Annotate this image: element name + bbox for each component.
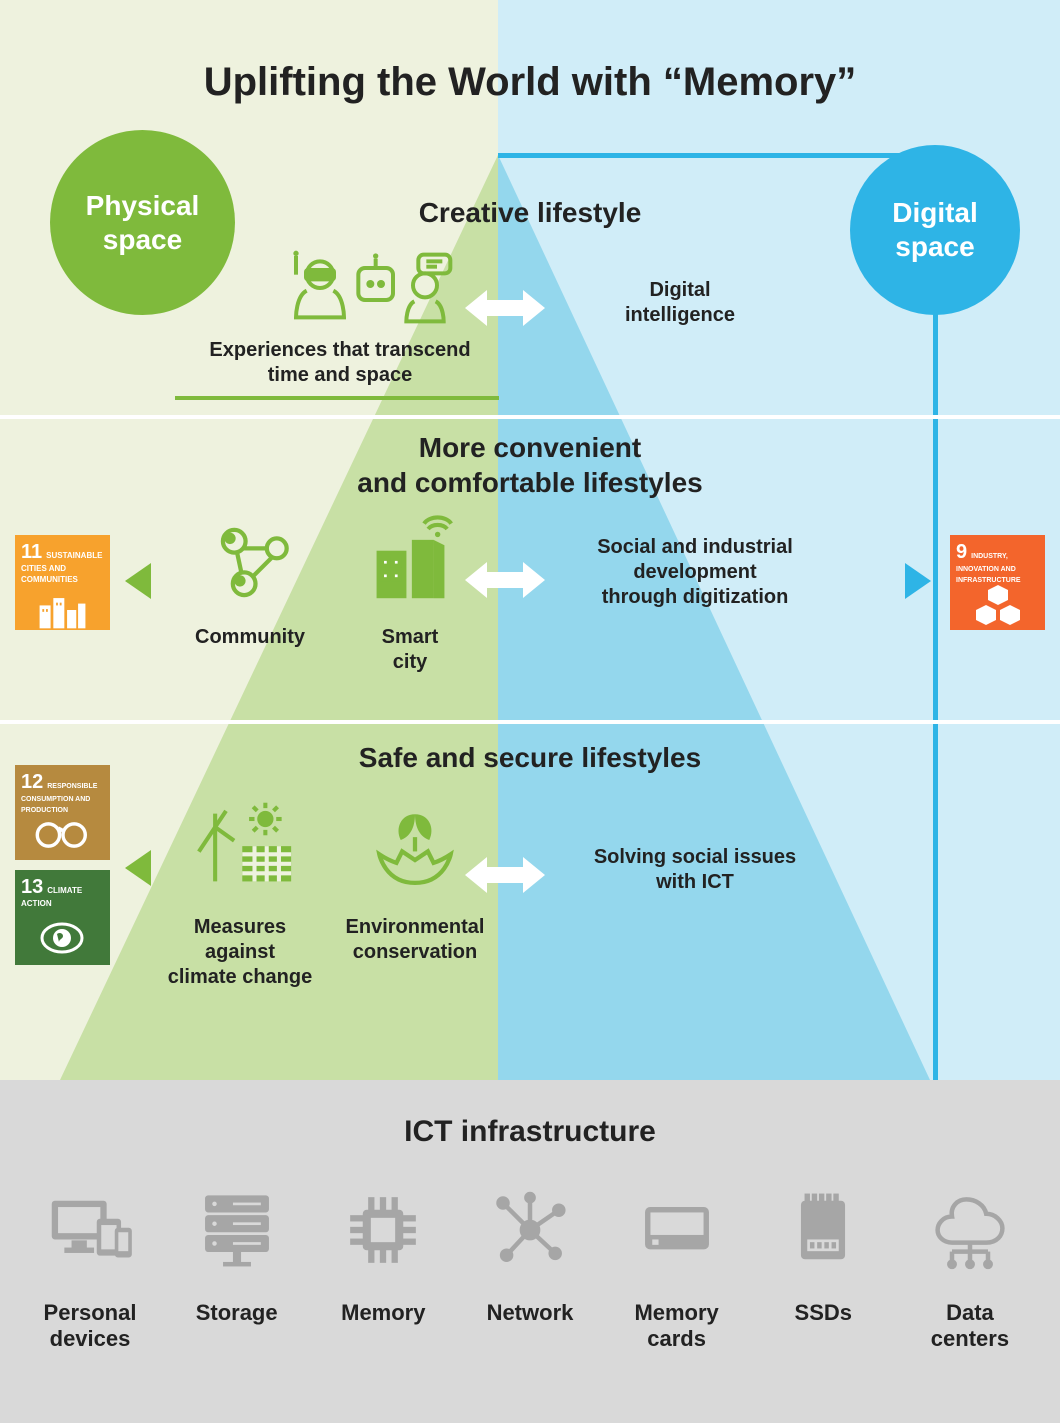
ict-label: Storage — [167, 1300, 307, 1326]
tier3-heading: Safe and secure lifestyles — [0, 740, 1060, 775]
climate-icon — [170, 800, 320, 900]
blue-connector-top — [498, 153, 938, 158]
tier2-smartcity-label: Smartcity — [350, 625, 470, 675]
memcard-icon — [627, 1180, 727, 1280]
memory-icon — [333, 1180, 433, 1280]
infographic-canvas: Uplifting the World with “Memory” Physic… — [0, 0, 1060, 1423]
main-title: Uplifting the World with “Memory” — [0, 60, 1060, 105]
robot-chat-icon — [330, 248, 480, 333]
ict-item-memcard: Memorycards — [607, 1180, 747, 1353]
ict-title: ICT infrastructure — [0, 1115, 1060, 1149]
devices-icon — [40, 1180, 140, 1280]
arrow-right-blue-icon — [905, 563, 931, 599]
blue-connector-right — [933, 310, 938, 1080]
divider-1 — [0, 415, 1060, 419]
sdg-12-badge: 12RESPONSIBLE CONSUMPTION AND PRODUCTION — [15, 765, 110, 860]
double-arrow-icon — [465, 288, 545, 328]
network-icon — [480, 1180, 580, 1280]
community-icon — [195, 520, 315, 610]
ict-label: Personaldevices — [20, 1300, 160, 1353]
tier1-left-caption: Experiences that transcendtime and space — [190, 338, 490, 388]
datacenter-icon — [920, 1180, 1020, 1280]
tier1-heading: Creative lifestyle — [0, 195, 1060, 230]
digital-space-circle: Digitalspace — [850, 145, 1020, 315]
sdg-11-badge: 11SUSTAINABLE CITIES AND COMMUNITIES — [15, 535, 110, 630]
ict-label: Memorycards — [607, 1300, 747, 1353]
sdg-13-badge: 13CLIMATE ACTION — [15, 870, 110, 965]
tier1-right-caption: Digitalintelligence — [570, 278, 790, 328]
ict-item-network: Network — [460, 1180, 600, 1353]
ict-label: SSDs — [753, 1300, 893, 1326]
ict-label: Datacenters — [900, 1300, 1040, 1353]
ict-row: Personaldevices Storage Memory Network M… — [20, 1180, 1040, 1353]
ict-section: ICT infrastructure Personaldevices Stora… — [0, 1080, 1060, 1423]
arrow-left-green-icon — [125, 850, 151, 886]
tier2-community-label: Community — [175, 625, 325, 650]
tier1-underline — [175, 396, 499, 400]
ict-item-datacenter: Datacenters — [900, 1180, 1040, 1353]
pyramid-section: Uplifting the World with “Memory” Physic… — [0, 0, 1060, 1080]
tier2-right-caption: Social and industrialdevelopmentthrough … — [555, 535, 835, 610]
ict-item-memory: Memory — [313, 1180, 453, 1353]
double-arrow-icon — [465, 855, 545, 895]
ict-item-devices: Personaldevices — [20, 1180, 160, 1353]
tier3-env-label: Environmentalconservation — [330, 915, 500, 965]
ict-label: Network — [460, 1300, 600, 1326]
ict-item-storage: Storage — [167, 1180, 307, 1353]
double-arrow-icon — [465, 560, 545, 600]
smart-city-icon — [350, 510, 470, 610]
divider-2 — [0, 720, 1060, 724]
environment-icon — [345, 800, 485, 905]
ict-label: Memory — [313, 1300, 453, 1326]
arrow-left-green-icon — [125, 563, 151, 599]
ict-item-ssd: SSDs — [753, 1180, 893, 1353]
storage-icon — [187, 1180, 287, 1280]
ssd-icon — [773, 1180, 873, 1280]
tier2-heading: More convenientand comfortable lifestyle… — [0, 430, 1060, 500]
sdg-9-badge: 9INDUSTRY, INNOVATION AND INFRASTRUCTURE — [950, 535, 1045, 630]
tier3-right-caption: Solving social issueswith ICT — [555, 845, 835, 895]
tier3-climate-label: Measuresagainstclimate change — [145, 915, 335, 990]
